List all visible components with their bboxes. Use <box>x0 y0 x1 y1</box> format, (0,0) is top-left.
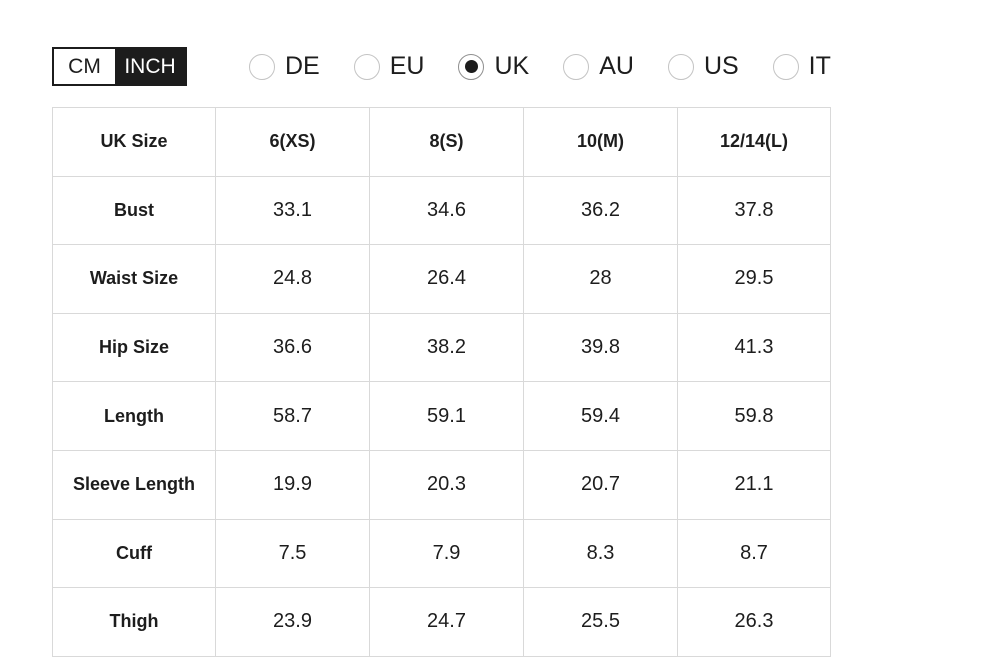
size-value-cell: 26.4 <box>369 244 524 314</box>
size-value-cell: 8.3 <box>523 518 678 589</box>
column-header: 6(XS) <box>215 107 370 177</box>
size-value-cell: 19.9 <box>215 449 370 520</box>
region-radio-label: EU <box>389 52 425 80</box>
size-value-cell: 36.6 <box>215 312 370 383</box>
size-value-cell: 59.1 <box>369 381 524 451</box>
region-radio-it[interactable]: IT <box>772 52 831 81</box>
size-value-cell: 37.8 <box>677 175 831 246</box>
table-header-row: UK Size 6(XS) 8(S) 10(M) 12/14(L) <box>52 107 831 177</box>
size-value-cell: 59.8 <box>677 381 831 451</box>
size-value-cell: 7.9 <box>369 518 524 589</box>
region-radio-au[interactable]: AU <box>563 52 634 81</box>
column-header: 10(M) <box>523 107 678 177</box>
radio-circle-icon <box>249 53 275 80</box>
row-label: Sleeve Length <box>52 449 216 520</box>
size-value-cell: 26.3 <box>677 587 831 657</box>
size-value-cell: 39.8 <box>523 312 678 383</box>
region-radio-label: US <box>703 52 739 80</box>
table-row: Bust 33.1 34.6 36.2 37.8 <box>52 175 831 246</box>
row-label: Hip Size <box>52 312 216 383</box>
table-row: Sleeve Length 19.9 20.3 20.7 21.1 <box>52 449 831 520</box>
size-value-cell: 20.3 <box>369 449 524 520</box>
table-row: Thigh 23.9 24.7 25.5 26.3 <box>52 587 831 657</box>
region-radio-label: IT <box>808 52 831 80</box>
region-radio-group: DE EU UK AU US IT <box>249 52 831 81</box>
row-label: Length <box>52 381 216 451</box>
size-value-cell: 21.1 <box>677 449 831 520</box>
row-label: Thigh <box>52 587 216 657</box>
region-radio-de[interactable]: DE <box>249 52 320 81</box>
radio-circle-icon <box>353 53 380 80</box>
column-header: 12/14(L) <box>677 107 831 177</box>
unit-toggle: CM INCH <box>52 47 187 86</box>
size-value-cell: 7.5 <box>215 518 370 589</box>
size-value-cell: 38.2 <box>369 312 524 383</box>
column-header: 8(S) <box>369 107 524 177</box>
table-row: Hip Size 36.6 38.2 39.8 41.3 <box>52 312 831 383</box>
size-value-cell: 34.6 <box>369 175 524 246</box>
row-label: Bust <box>52 175 216 246</box>
radio-circle-icon <box>667 53 694 80</box>
row-label: Waist Size <box>52 244 216 314</box>
region-radio-eu[interactable]: EU <box>353 52 425 81</box>
region-radio-uk[interactable]: UK <box>458 52 529 81</box>
column-header: UK Size <box>52 107 216 177</box>
radio-circle-icon <box>563 53 590 80</box>
table-row: Waist Size 24.8 26.4 28 29.5 <box>52 244 831 314</box>
radio-circle-icon <box>458 53 485 80</box>
region-radio-label: UK <box>494 52 530 80</box>
size-value-cell: 58.7 <box>215 381 370 451</box>
table-row: Length 58.7 59.1 59.4 59.8 <box>52 381 831 451</box>
size-value-cell: 20.7 <box>523 449 678 520</box>
size-value-cell: 28 <box>523 244 678 314</box>
region-radio-us[interactable]: US <box>667 52 739 81</box>
size-value-cell: 24.8 <box>215 244 370 314</box>
size-value-cell: 36.2 <box>523 175 678 246</box>
size-value-cell: 8.7 <box>677 518 831 589</box>
region-radio-label: AU <box>599 52 634 80</box>
size-table: UK Size 6(XS) 8(S) 10(M) 12/14(L) Bust 33.1 34… <box>52 107 831 657</box>
size-value-cell: 25.5 <box>523 587 678 657</box>
size-value-cell: 33.1 <box>215 175 370 246</box>
radio-dot-icon <box>464 60 478 73</box>
row-label: Cuff <box>52 518 216 589</box>
size-value-cell: 29.5 <box>677 244 831 314</box>
unit-option-inch[interactable]: INCH <box>115 49 185 84</box>
size-value-cell: 24.7 <box>369 587 524 657</box>
radio-circle-icon <box>772 53 799 80</box>
unit-option-cm[interactable]: CM <box>54 49 115 84</box>
size-value-cell: 41.3 <box>677 312 831 383</box>
controls-row: CM INCH DE EU UK AU US IT <box>52 46 1000 87</box>
size-value-cell: 23.9 <box>215 587 370 657</box>
region-radio-label: DE <box>285 52 320 80</box>
size-value-cell: 59.4 <box>523 381 678 451</box>
table-row: Cuff 7.5 7.9 8.3 8.7 <box>52 518 831 589</box>
